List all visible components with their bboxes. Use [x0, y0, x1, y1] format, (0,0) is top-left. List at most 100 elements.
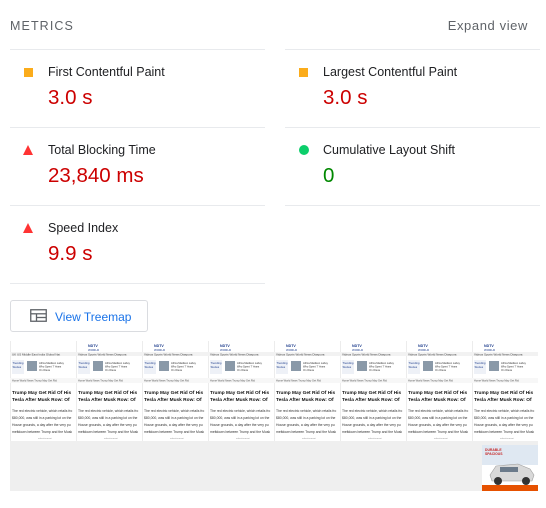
svg-text:Africa Madison Lahey: Africa Madison Lahey — [39, 361, 65, 365]
svg-text:NDTV: NDTV — [220, 344, 230, 348]
svg-text:House grounds, a day after the: House grounds, a day after the very pu — [144, 423, 203, 427]
svg-text:NDTV: NDTV — [418, 344, 428, 348]
svg-text:$80,000, was still in a parkin: $80,000, was still in a parking lot on t… — [210, 416, 269, 420]
svg-text:Trump May Get Rid Of His: Trump May Get Rid Of His — [12, 390, 72, 396]
svg-text:Who Spent 7 Years: Who Spent 7 Years — [501, 365, 524, 369]
svg-text:Stories: Stories — [343, 365, 352, 369]
metrics-title: METRICS — [10, 19, 74, 33]
svg-text:Home World News Trump May Ge: Home World News Trump May Get Rid — [474, 379, 519, 383]
svg-text:The red electric vehicle, whic: The red electric vehicle, which retails … — [144, 409, 204, 413]
svg-text:Home World News Trump May Ge: Home World News Trump May Get Rid — [78, 379, 123, 383]
svg-text:UK US Middle East India Glo: UK US Middle East India Global Nat — [12, 353, 60, 357]
svg-text:$80,000, was still in a parkin: $80,000, was still in a parking lot on t… — [408, 416, 467, 420]
svg-text:Who Spent 7 Years: Who Spent 7 Years — [303, 365, 326, 369]
filmstrip-frame: NDTV WORLD Videos Sports World News Diaspo… — [208, 341, 274, 491]
svg-text:On Oleva: On Oleva — [435, 368, 447, 372]
filmstrip: UK US Middle East India Global Nat Trendi… — [10, 341, 540, 491]
svg-text:House grounds, a day after the: House grounds, a day after the very pu — [408, 423, 467, 427]
svg-text:WORLD: WORLD — [220, 348, 232, 352]
svg-text:Who Spent 7 Years: Who Spent 7 Years — [105, 365, 128, 369]
svg-text:The red electric vehicle, whic: The red electric vehicle, which retails … — [474, 409, 534, 413]
svg-text:Tesla After Musk Row: Of: Tesla After Musk Row: Of — [276, 397, 334, 403]
svg-text:Videos Sports World News Di: Videos Sports World News Diaspora — [342, 353, 391, 357]
svg-text:Who Spent 7 Years: Who Spent 7 Years — [171, 365, 194, 369]
svg-text:Videos Sports World News Di: Videos Sports World News Diaspora — [276, 353, 325, 357]
metric-largest-contentful-paint: Largest Contentful Paint 3.0 s — [285, 49, 540, 127]
svg-text:Videos Sports World News Di: Videos Sports World News Diaspora — [210, 353, 259, 357]
svg-text:$80,000, was still in a parkin: $80,000, was still in a parking lot on t… — [78, 416, 137, 420]
svg-text:On Oleva: On Oleva — [369, 368, 381, 372]
svg-text:House grounds, a day after the: House grounds, a day after the very pu — [474, 423, 533, 427]
svg-text:Trending: Trending — [343, 361, 354, 365]
filmstrip-frame: NDTV WORLD Videos Sports World News Diaspo… — [406, 341, 472, 491]
svg-text:Stories: Stories — [79, 365, 88, 369]
svg-text:The red electric vehicle, whic: The red electric vehicle, which retails … — [210, 409, 270, 413]
view-treemap-button[interactable]: View Treemap — [10, 300, 148, 332]
svg-text:meltdown between Trump and the: meltdown between Trump and the Musk — [276, 430, 336, 434]
svg-text:meltdown between Trump and the: meltdown between Trump and the Musk — [408, 430, 468, 434]
svg-text:House grounds, a day after the: House grounds, a day after the very pu — [12, 423, 71, 427]
expand-view-link[interactable]: Expand view — [447, 18, 528, 33]
svg-text:advertisement: advertisement — [38, 437, 52, 440]
svg-text:Home World News Trump May Ge: Home World News Trump May Get Rid — [144, 379, 189, 383]
svg-text:NDTV: NDTV — [352, 344, 362, 348]
divider — [285, 205, 540, 206]
svg-text:advertisement: advertisement — [236, 437, 250, 440]
svg-text:Trending: Trending — [79, 361, 90, 365]
svg-text:WORLD: WORLD — [352, 348, 364, 352]
svg-text:Trending: Trending — [13, 361, 24, 365]
svg-text:Tesla After Musk Row: Of: Tesla After Musk Row: Of — [210, 397, 268, 403]
svg-text:DURABLE: DURABLE — [485, 448, 502, 452]
svg-text:Trump May Get Rid Of His: Trump May Get Rid Of His — [210, 390, 270, 396]
svg-text:Trump May Get Rid Of His: Trump May Get Rid Of His — [78, 390, 138, 396]
svg-text:The red electric vehicle, whic: The red electric vehicle, which retails … — [12, 409, 72, 413]
svg-text:NDTV: NDTV — [88, 344, 98, 348]
svg-text:House grounds, a day after the: House grounds, a day after the very pu — [78, 423, 137, 427]
svg-text:Tesla After Musk Row: Of: Tesla After Musk Row: Of — [144, 397, 202, 403]
svg-text:Africa Madison Lahey: Africa Madison Lahey — [369, 361, 395, 365]
filmstrip-frame: NDTV WORLD Videos Sports World News Diaspo… — [76, 341, 142, 491]
svg-text:Stories: Stories — [409, 365, 418, 369]
svg-text:House grounds, a day after the: House grounds, a day after the very pu — [210, 423, 269, 427]
svg-text:Africa Madison Lahey: Africa Madison Lahey — [435, 361, 461, 365]
square-icon — [24, 68, 33, 77]
svg-text:meltdown between Trump and the: meltdown between Trump and the Musk — [144, 430, 204, 434]
filmstrip-frame: NDTV WORLD Videos Sports World News Diaspo… — [142, 341, 208, 491]
metric-speed-index: Speed Index 9.9 s — [10, 205, 265, 284]
svg-text:Africa Madison Lahey: Africa Madison Lahey — [105, 361, 131, 365]
svg-text:The red electric vehicle, whic: The red electric vehicle, which retails … — [276, 409, 336, 413]
metric-name: First Contentful Paint — [48, 65, 165, 79]
svg-text:advertisement: advertisement — [104, 437, 118, 440]
svg-text:The red electric vehicle, whic: The red electric vehicle, which retails … — [342, 409, 402, 413]
svg-text:Stories: Stories — [211, 365, 220, 369]
svg-text:Home World News Trump May Ge: Home World News Trump May Get Rid — [210, 379, 255, 383]
svg-text:Trump May Get Rid Of His: Trump May Get Rid Of His — [342, 390, 402, 396]
filmstrip-frame: NDTV WORLD Videos Sports World News Diaspo… — [472, 341, 538, 491]
svg-text:Trending: Trending — [145, 361, 156, 365]
svg-text:advertisement: advertisement — [170, 437, 184, 440]
svg-text:Trending: Trending — [211, 361, 222, 365]
svg-text:Tesla After Musk Row: Of: Tesla After Musk Row: Of — [78, 397, 136, 403]
filmstrip-frame: NDTV WORLD Videos Sports World News Diaspo… — [340, 341, 406, 491]
svg-text:$80,000, was still in a parkin: $80,000, was still in a parking lot on t… — [474, 416, 533, 420]
svg-text:Videos Sports World News Di: Videos Sports World News Diaspora — [144, 353, 193, 357]
svg-text:Africa Madison Lahey: Africa Madison Lahey — [501, 361, 527, 365]
svg-text:Africa Madison Lahey: Africa Madison Lahey — [303, 361, 329, 365]
metric-value: 3.0 s — [48, 86, 93, 109]
circle-icon — [299, 145, 309, 155]
metric-first-contentful-paint: First Contentful Paint 3.0 s — [10, 49, 265, 127]
svg-text:$80,000, was still in a parkin: $80,000, was still in a parking lot on t… — [144, 416, 203, 420]
svg-text:On Oleva: On Oleva — [39, 368, 51, 372]
svg-text:advertisement: advertisement — [434, 437, 448, 440]
treemap-icon — [30, 309, 47, 322]
svg-text:The red electric vehicle, whic: The red electric vehicle, which retails … — [408, 409, 468, 413]
svg-text:meltdown between Trump and the: meltdown between Trump and the Musk — [474, 430, 534, 434]
svg-text:Trump May Get Rid Of His: Trump May Get Rid Of His — [474, 390, 534, 396]
svg-text:Home World News Trump May Ge: Home World News Trump May Get Rid — [12, 379, 57, 383]
svg-text:Stories: Stories — [145, 365, 154, 369]
svg-text:$80,000, was still in a parkin: $80,000, was still in a parking lot on t… — [12, 416, 71, 420]
metric-name: Largest Contentful Paint — [323, 65, 458, 79]
svg-text:advertisement: advertisement — [500, 437, 514, 440]
svg-text:Home World News Trump May Ge: Home World News Trump May Get Rid — [276, 379, 321, 383]
svg-text:Videos Sports World News Di: Videos Sports World News Diaspora — [408, 353, 457, 357]
